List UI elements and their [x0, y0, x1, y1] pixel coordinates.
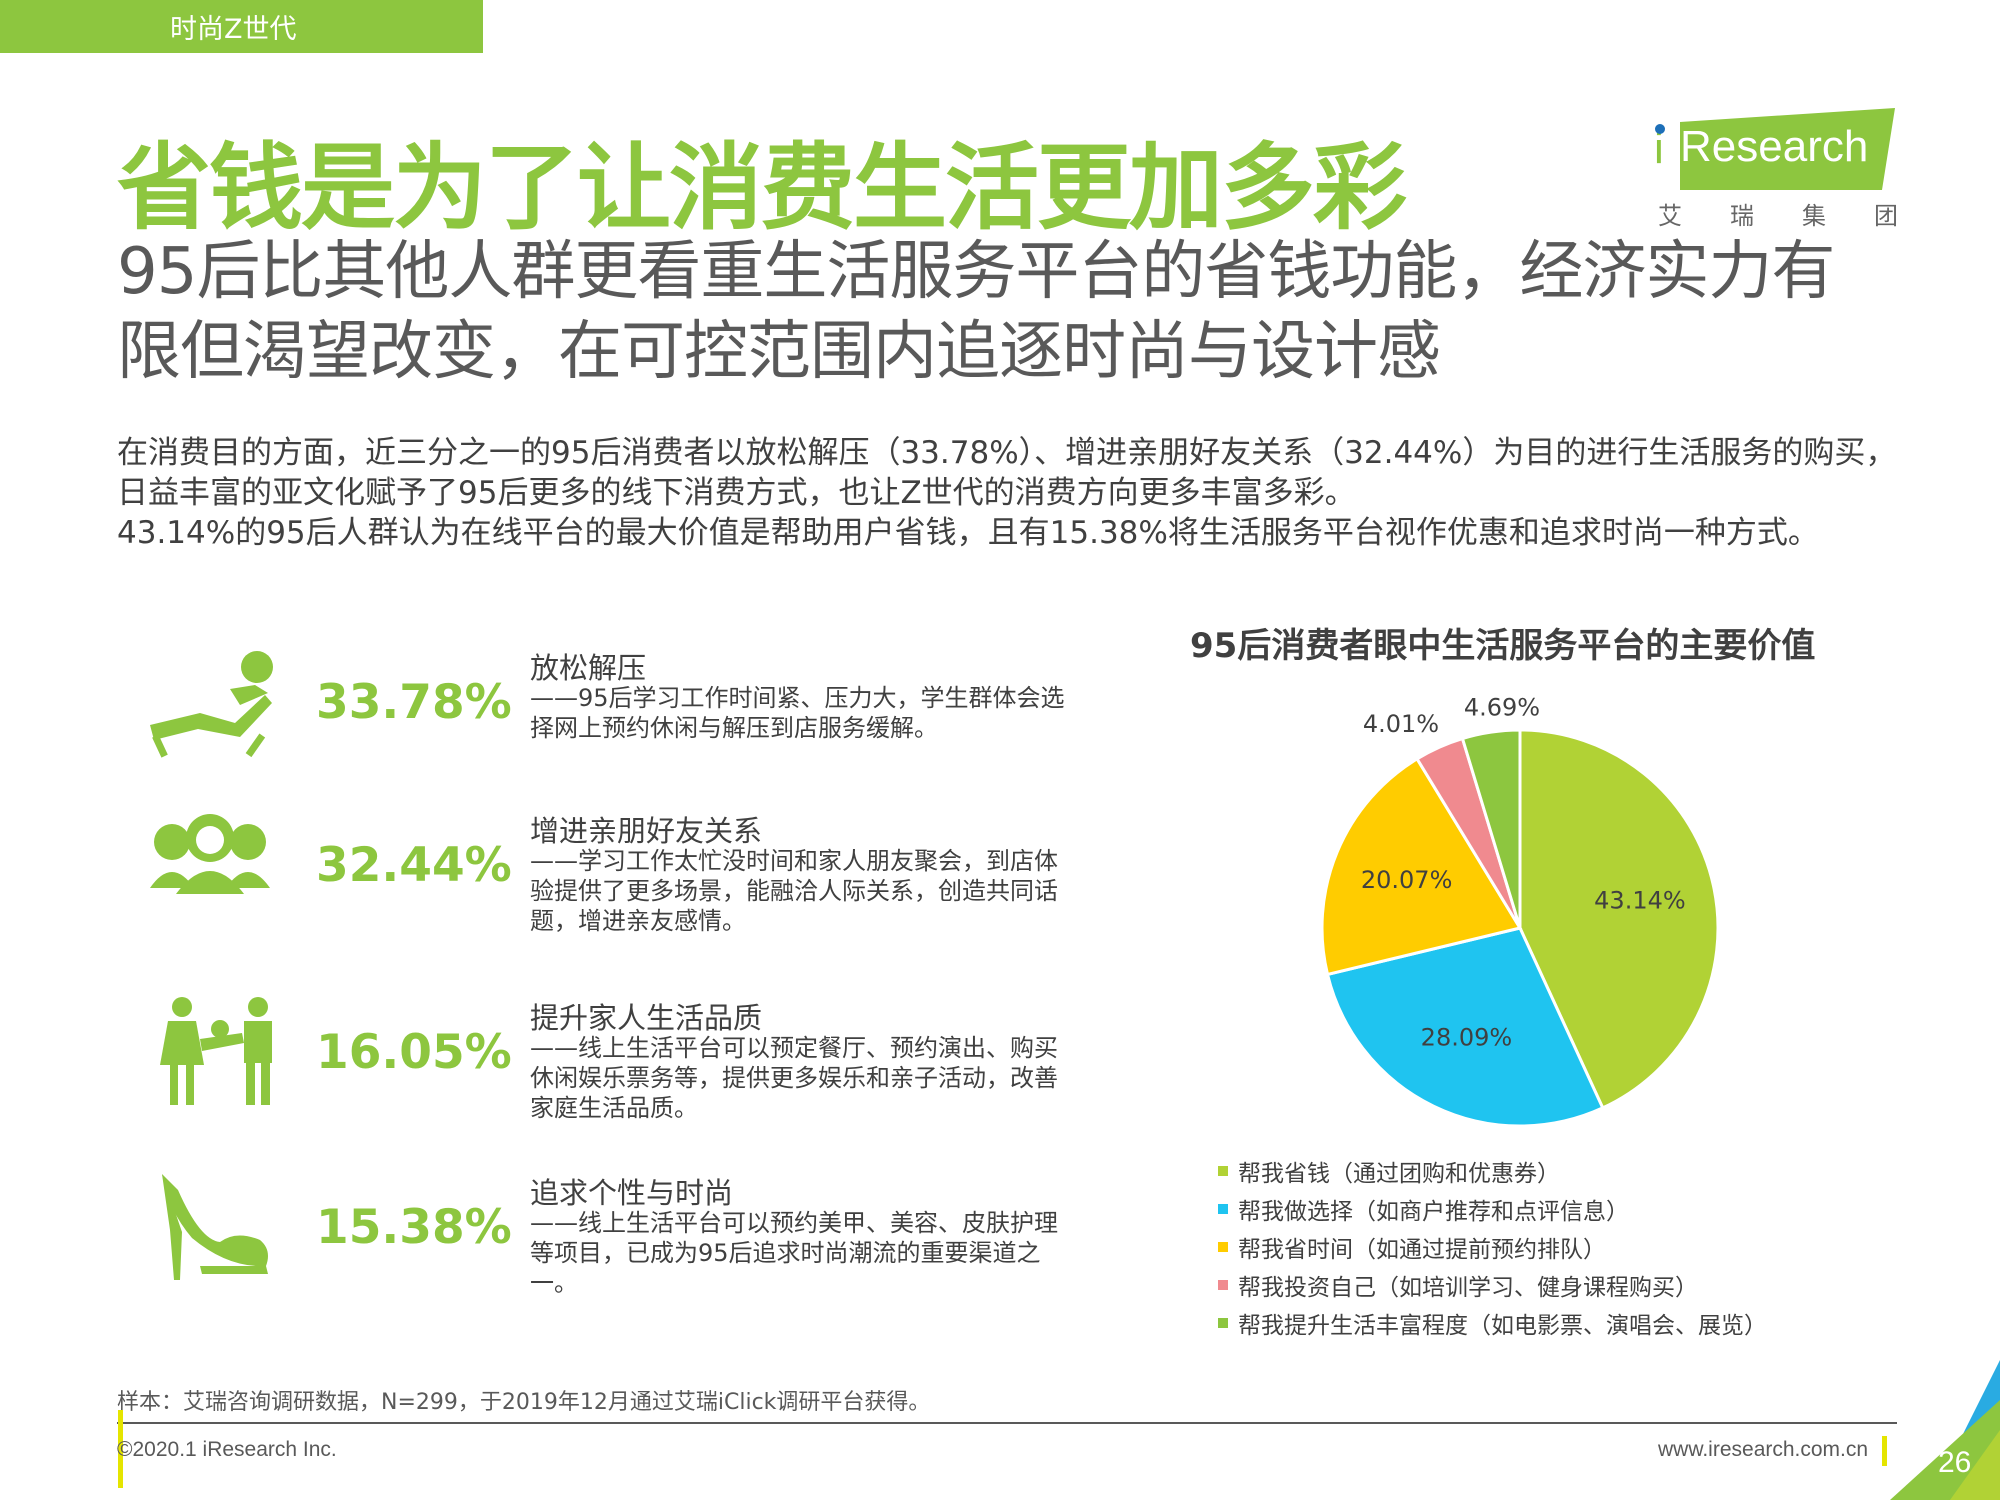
- logo-cn-char: 瑞: [1730, 202, 1754, 230]
- pie-slice: [1518, 728, 1720, 1110]
- purpose-title: 提升家人生活品质: [530, 1001, 763, 1035]
- footer-divider: [117, 1422, 1897, 1424]
- purpose-title: 追求个性与时尚: [530, 1176, 734, 1210]
- logo-cn-char: 团: [1874, 202, 1898, 230]
- pie-slice-label: 28.09%: [1421, 1023, 1513, 1051]
- section-tag: 时尚Z世代: [0, 0, 483, 53]
- intro-paragraph: 43.14%的95后人群认为在线平台的最大价值是帮助用户省钱，且有15.38%将…: [117, 515, 1819, 551]
- purpose-desc: ——学习工作太忙没时间和家人朋友聚会，到店体验提供了更多场景，能融洽人际关系，创…: [530, 847, 1058, 935]
- purpose-item-fashion: 15.38% 追求个性与时尚 ——线上生活平台可以预约美甲、美容、皮肤护理等项目…: [140, 1170, 1070, 1320]
- logo-dot: [1655, 124, 1665, 134]
- purpose-item-relax: 33.78% 放松解压 ——95后学习工作时间紧、压力大，学生群体会选择网上预约…: [140, 645, 1070, 795]
- purpose-title: 增进亲朋好友关系: [530, 814, 763, 848]
- legend-swatch: [1218, 1280, 1228, 1290]
- pie-slice-label: 4.01%: [1363, 710, 1439, 738]
- logo-cn-char: 集: [1802, 202, 1826, 230]
- purpose-desc: ——95后学习工作时间紧、压力大，学生群体会选择网上预约休闲与解压到店服务缓解。: [530, 684, 1065, 742]
- legend-item: 帮我省时间（如通过提前预约排队）: [1218, 1228, 1767, 1266]
- pie-slice-label: 43.14%: [1594, 887, 1686, 915]
- logo-band: [1680, 108, 1895, 190]
- footer-accent-left: [118, 1410, 123, 1488]
- friends-group-icon: [150, 814, 270, 894]
- legend-label: 帮我提升生活丰富程度（如电影票、演唱会、展览）: [1238, 1313, 1767, 1339]
- purpose-percent: 33.78%: [316, 675, 512, 730]
- legend-swatch: [1218, 1204, 1228, 1214]
- lounge-chair-icon: [150, 651, 273, 758]
- purpose-title: 放松解压: [530, 651, 647, 685]
- purpose-desc: ——线上生活平台可以预定餐厅、预约演出、购买休闲娱乐票务等，提供更多娱乐和亲子活…: [530, 1034, 1058, 1122]
- legend-item: 帮我提升生活丰富程度（如电影票、演唱会、展览）: [1218, 1304, 1767, 1342]
- logo-prefix: i: [1654, 124, 1664, 173]
- legend-swatch: [1218, 1318, 1228, 1328]
- purpose-percent: 16.05%: [316, 1025, 512, 1080]
- pie-slice-label: 4.69%: [1464, 693, 1540, 721]
- purpose-item-friends: 32.44% 增进亲朋好友关系 ——学习工作太忙没时间和家人朋友聚会，到店体验提…: [140, 808, 1070, 958]
- page-number: 26: [1938, 1446, 1972, 1479]
- intro-paragraph: 在消费目的方面，近三分之一的95后消费者以放松解压（33.78%）、增进亲朋好友…: [117, 435, 1897, 511]
- legend-item: 帮我做选择（如商户推荐和点评信息）: [1218, 1190, 1767, 1228]
- purpose-percent: 15.38%: [316, 1200, 512, 1255]
- legend-swatch: [1218, 1242, 1228, 1252]
- legend-item: 帮我省钱（通过团购和优惠券）: [1218, 1152, 1767, 1190]
- pie-slice: [1460, 728, 1522, 929]
- legend-label: 帮我省时间（如通过提前预约排队）: [1238, 1237, 1606, 1263]
- copyright: ©2020.1 iResearch Inc.: [117, 1438, 337, 1461]
- logo-cn-char: 艾: [1658, 202, 1682, 230]
- purpose-item-family: 16.05% 提升家人生活品质 ——线上生活平台可以预定餐厅、预约演出、购买休闲…: [140, 995, 1070, 1145]
- pie-slice: [1320, 756, 1523, 977]
- legend-label: 帮我做选择（如商户推荐和点评信息）: [1238, 1199, 1629, 1225]
- corner-decoration: [1890, 1360, 2000, 1500]
- chart-legend: 帮我省钱（通过团购和优惠券） 帮我做选择（如商户推荐和点评信息） 帮我省时间（如通过…: [1218, 1152, 1767, 1342]
- pie-slice: [1325, 926, 1605, 1128]
- high-heel-icon: [162, 1174, 268, 1280]
- purpose-percent: 32.44%: [316, 838, 512, 893]
- footer-accent-right: [1882, 1436, 1887, 1466]
- logo-cn: 艾 瑞 集 团: [1658, 196, 1898, 231]
- logo-brand: Research: [1680, 122, 1869, 171]
- source-note: 样本：艾瑞咨询调研数据，N=299，于2019年12月通过艾瑞iClick调研平…: [117, 1390, 931, 1415]
- subtitle: 95后比其他人群更看重生活服务平台的省钱功能，经济实力有限但渴望改变，在可控范围…: [117, 235, 1835, 389]
- iresearch-logo: i Research 艾 瑞 集 团: [1650, 108, 1898, 231]
- purpose-desc: ——线上生活平台可以预约美甲、美容、皮肤护理等项目，已成为95后追求时尚潮流的重…: [530, 1209, 1058, 1297]
- legend-item: 帮我投资自己（如培训学习、健身课程购买）: [1218, 1266, 1767, 1304]
- chart-title: 95后消费者眼中生活服务平台的主要价值: [1190, 626, 1816, 666]
- family-icon: [160, 997, 272, 1105]
- legend-label: 帮我省钱（通过团购和优惠券）: [1238, 1161, 1560, 1187]
- legend-label: 帮我投资自己（如培训学习、健身课程购买）: [1238, 1275, 1698, 1301]
- pie-chart: 43.14% 28.09% 20.07% 4.01% 4.69%: [1320, 693, 1720, 1128]
- intro-text: 在消费目的方面，近三分之一的95后消费者以放松解压（33.78%）、增进亲朋好友…: [117, 433, 1897, 553]
- page-title: 省钱是为了让消费生活更加多彩: [117, 134, 1407, 243]
- pie-slice-label: 20.07%: [1361, 866, 1453, 894]
- legend-swatch: [1218, 1166, 1228, 1176]
- website-link[interactable]: www.iresearch.com.cn: [1658, 1438, 1869, 1461]
